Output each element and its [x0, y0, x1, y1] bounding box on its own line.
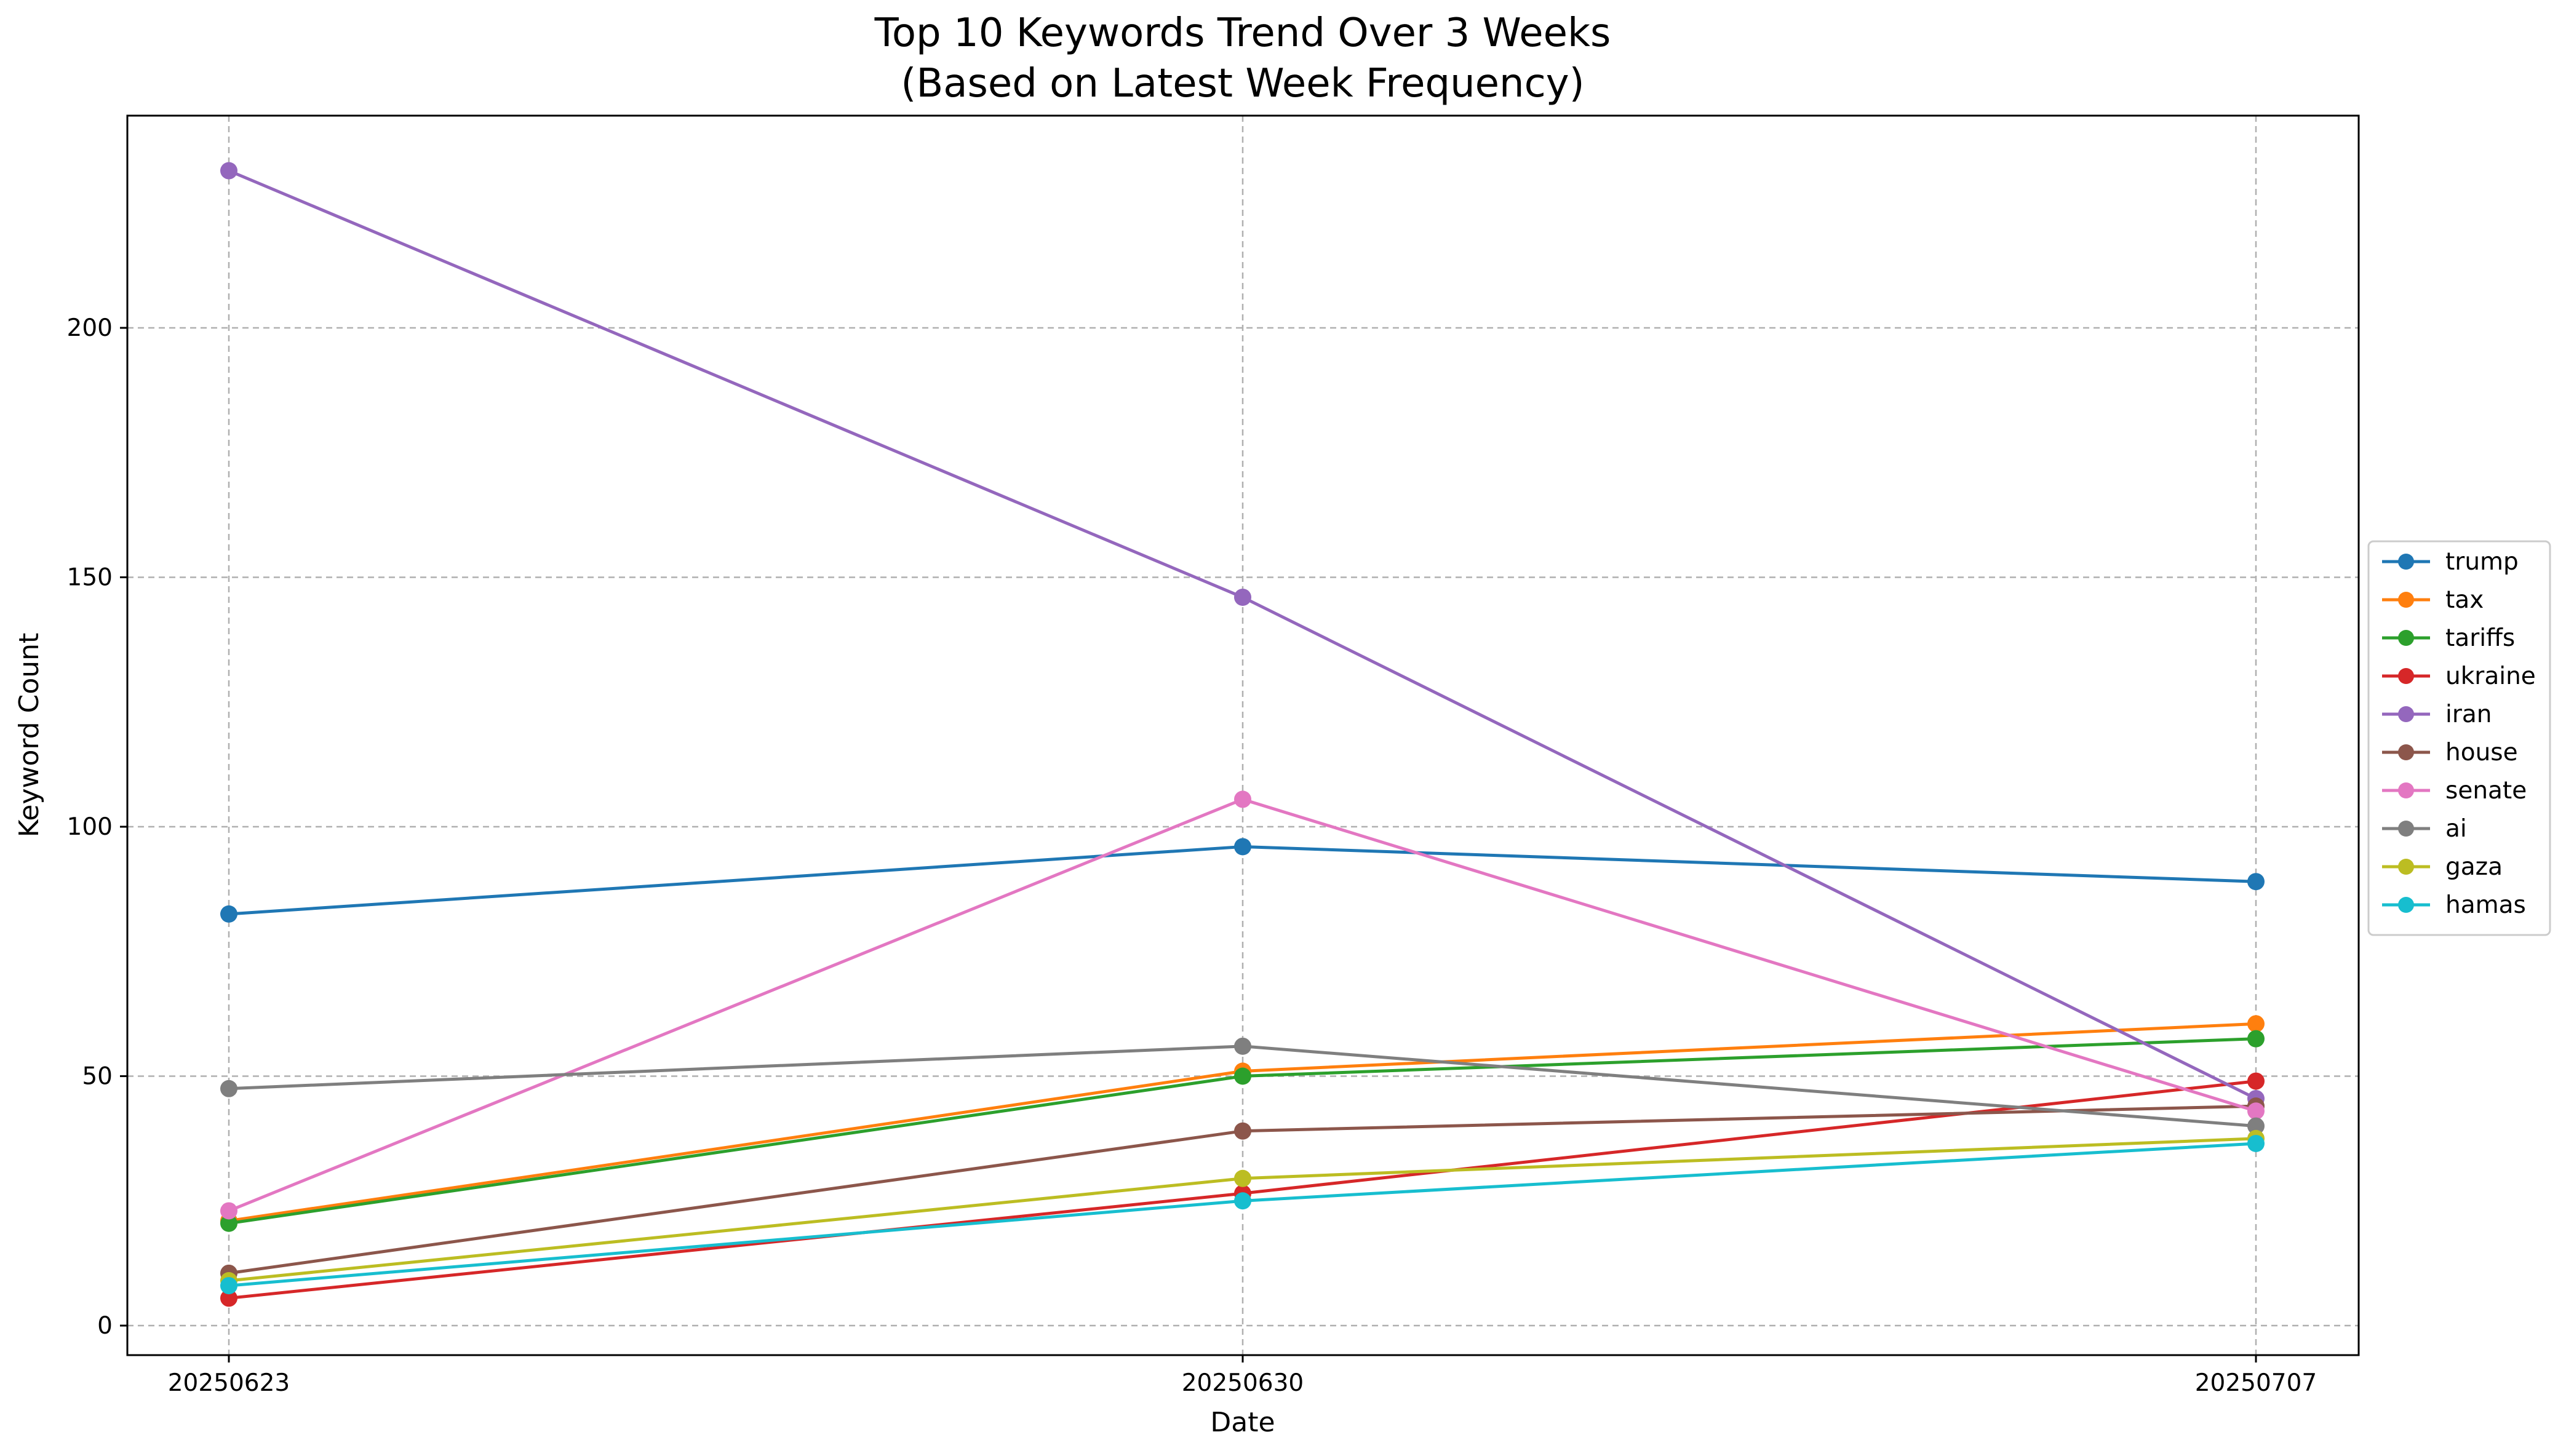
data-point: [2247, 1015, 2265, 1033]
y-tick-label: 200: [67, 314, 113, 342]
legend-label: gaza: [2445, 853, 2503, 881]
x-tick-label: 20250707: [2195, 1369, 2317, 1397]
data-point: [2247, 1134, 2265, 1152]
legend-swatch-marker: [2398, 782, 2414, 798]
chart-subtitle: (Based on Latest Week Frequency): [901, 61, 1584, 106]
legend-item-tariffs: tariffs: [2382, 624, 2515, 652]
legend-label: tax: [2445, 586, 2484, 614]
data-point: [220, 162, 237, 180]
y-tick-label: 150: [67, 564, 113, 592]
legend-swatch-marker: [2398, 592, 2414, 608]
data-point: [220, 905, 237, 923]
legend-swatch-marker: [2398, 706, 2414, 722]
legend-item-house: house: [2382, 739, 2518, 766]
legend-item-iran: iran: [2382, 701, 2492, 728]
legend-swatch-marker: [2398, 859, 2414, 875]
legend: trump tax tariffs ukraine iran house senate ai g…: [2367, 540, 2551, 936]
x-axis-ticks: 20250623 20250630 20250707: [168, 1355, 2317, 1397]
data-point: [220, 1080, 237, 1097]
chart-title-group: Top 10 Keywords Trend Over 3 Weeks (Base…: [874, 10, 1611, 106]
legend-box: [2367, 540, 2551, 936]
data-point: [220, 1214, 237, 1232]
y-tick-label: 50: [82, 1063, 113, 1091]
legend-item-trump: trump: [2382, 548, 2519, 576]
legend-swatch-marker: [2398, 554, 2414, 570]
legend-label: hamas: [2445, 891, 2526, 919]
data-point: [2247, 873, 2265, 891]
data-point: [1234, 1192, 1251, 1210]
data-point: [1234, 1067, 1251, 1085]
chart-title: Top 10 Keywords Trend Over 3 Weeks: [874, 10, 1611, 56]
x-axis-label: Date: [1210, 1407, 1275, 1438]
legend-label: senate: [2445, 777, 2527, 805]
legend-swatch-marker: [2398, 668, 2414, 684]
data-point: [1234, 1169, 1251, 1187]
data-point: [2247, 1072, 2265, 1090]
data-point: [2247, 1117, 2265, 1135]
legend-label: ai: [2445, 815, 2467, 843]
legend-label: ukraine: [2445, 662, 2536, 690]
series-tariffs: [220, 1030, 2265, 1232]
legend-swatch-marker: [2398, 744, 2414, 760]
y-tick-label: 0: [97, 1312, 113, 1340]
legend-swatch-marker: [2398, 630, 2414, 646]
legend-swatch-marker: [2398, 897, 2414, 913]
legend-item-ukraine: ukraine: [2382, 662, 2536, 690]
legend-item-ai: ai: [2382, 815, 2467, 843]
legend-label: tariffs: [2445, 624, 2515, 652]
grid-lines: [127, 116, 2359, 1355]
data-point: [2247, 1030, 2265, 1048]
data-point: [1234, 588, 1251, 606]
series-layer: [220, 162, 2265, 1307]
data-point: [1234, 838, 1251, 856]
data-point: [220, 1202, 237, 1220]
data-point: [1234, 1037, 1251, 1055]
series-ai: [220, 1037, 2265, 1135]
legend-item-gaza: gaza: [2382, 853, 2503, 881]
legend-label: iran: [2445, 701, 2492, 728]
series-hamas: [220, 1134, 2265, 1295]
data-point: [220, 1289, 237, 1307]
legend-swatch-marker: [2398, 821, 2414, 837]
legend-item-senate: senate: [2382, 777, 2527, 805]
y-axis-label: Keyword Count: [14, 633, 45, 838]
data-point: [2247, 1102, 2265, 1120]
data-point: [1234, 790, 1251, 808]
legend-item-tax: tax: [2382, 586, 2484, 614]
data-point: [220, 1277, 237, 1295]
series-trump: [220, 838, 2265, 923]
x-tick-label: 20250623: [168, 1369, 290, 1397]
y-axis-ticks: 0 50 100 150 200: [67, 314, 127, 1340]
legend-label: trump: [2445, 548, 2519, 576]
x-tick-label: 20250630: [1182, 1369, 1304, 1397]
legend-label: house: [2445, 739, 2518, 766]
legend-item-hamas: hamas: [2382, 891, 2526, 919]
data-point: [1234, 1122, 1251, 1140]
y-tick-label: 100: [67, 813, 113, 841]
